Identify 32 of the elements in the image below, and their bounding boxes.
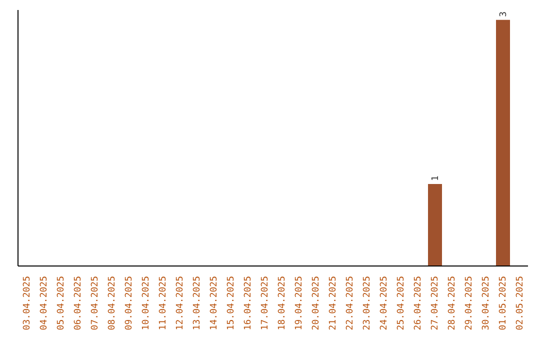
x-tick-label: 24.04.2025 (380, 276, 390, 330)
x-tick-label: 07.04.2025 (90, 276, 100, 330)
x-tick-label: 25.04.2025 (396, 276, 406, 330)
x-tick-label: 20.04.2025 (312, 276, 322, 330)
data-label: 1 (431, 176, 441, 181)
x-tick-label: 03.04.2025 (22, 276, 32, 330)
x-tick-label: 19.04.2025 (294, 276, 304, 330)
x-tick-label: 22.04.2025 (346, 276, 356, 330)
x-tick-label: 15.04.2025 (226, 276, 236, 330)
x-tick-label: 23.04.2025 (362, 276, 372, 330)
x-tick-label: 11.04.2025 (158, 276, 168, 330)
x-tick-label: 02.05.2025 (516, 276, 526, 330)
x-tick-label: 13.04.2025 (192, 276, 202, 330)
x-tick-label: 28.04.2025 (448, 276, 458, 330)
x-tick-label: 04.04.2025 (40, 276, 50, 330)
x-tick-label: 27.04.2025 (430, 276, 440, 330)
x-tick-label: 18.04.2025 (278, 276, 288, 330)
x-tick-label: 05.04.2025 (56, 276, 66, 330)
x-tick-label: 17.04.2025 (260, 276, 270, 330)
x-tick-label: 30.04.2025 (482, 276, 492, 330)
x-tick-label: 01.05.2025 (498, 276, 508, 330)
x-tick-label: 21.04.2025 (328, 276, 338, 330)
data-label: 3 (499, 11, 509, 17)
x-tick-label: 12.04.2025 (176, 276, 186, 330)
x-tick-label: 10.04.2025 (142, 276, 152, 330)
x-tick-label: 06.04.2025 (74, 276, 84, 330)
x-tick-label: 16.04.2025 (244, 276, 254, 330)
x-tick-label: 26.04.2025 (414, 276, 424, 330)
x-tick-label: 08.04.2025 (108, 276, 118, 330)
x-tick-label: 29.04.2025 (464, 276, 474, 330)
x-tick-label: 09.04.2025 (124, 276, 134, 330)
x-tick-label: 14.04.2025 (210, 276, 220, 330)
